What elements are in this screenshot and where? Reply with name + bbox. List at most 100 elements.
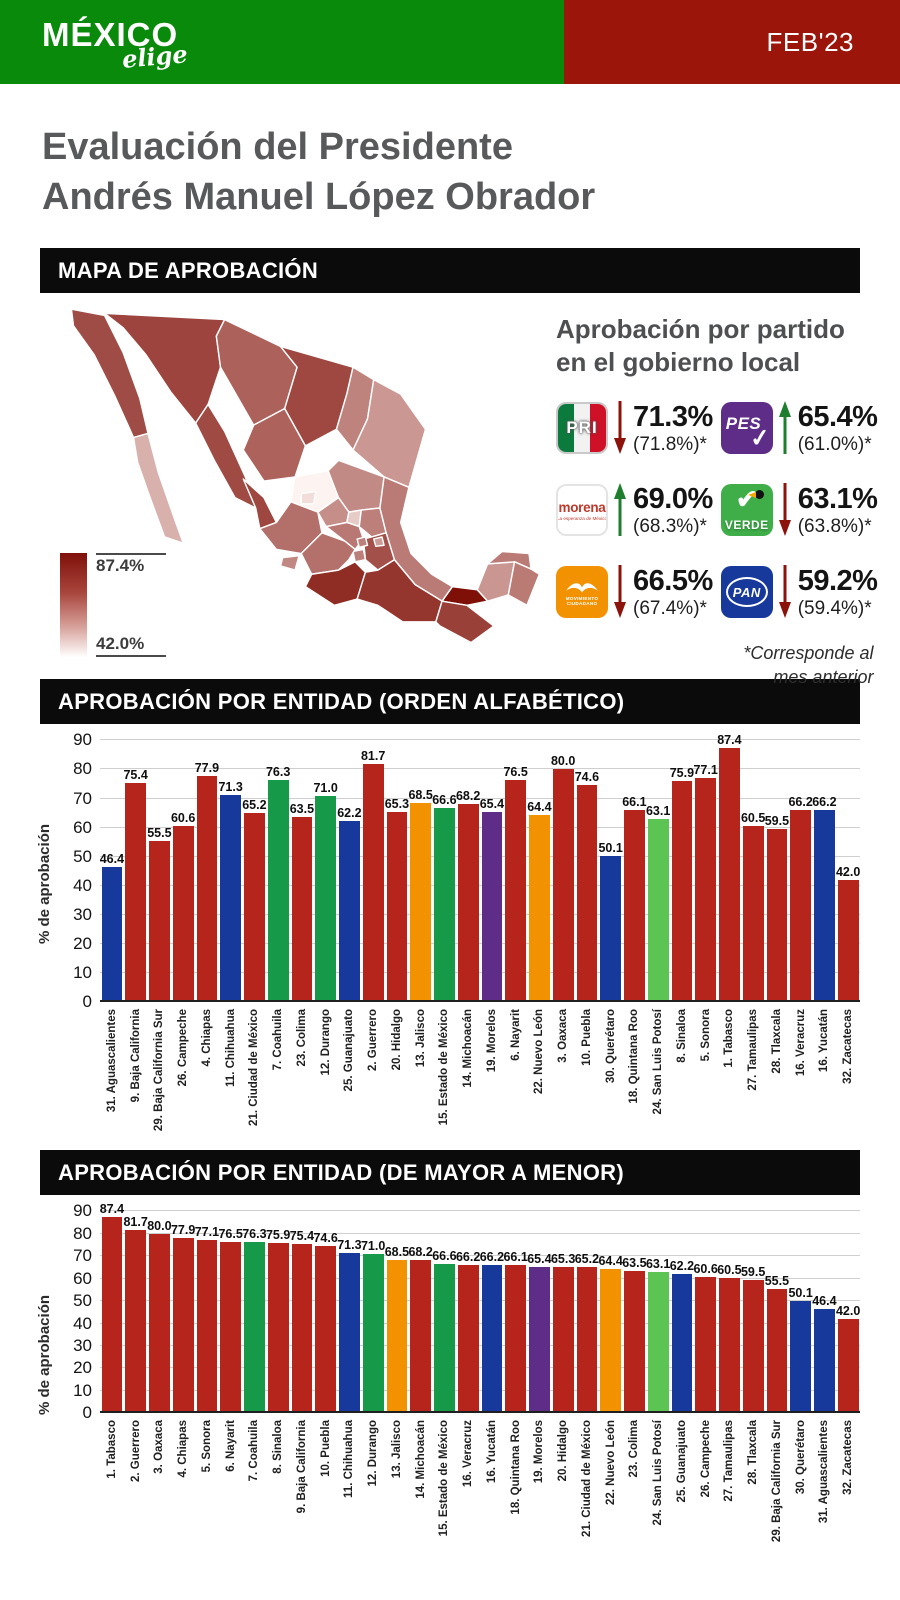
x-label-slot: 30. Querétaro bbox=[599, 1002, 623, 1130]
bar-category-label: 5. Sonora bbox=[699, 1009, 712, 1062]
gridline bbox=[100, 1300, 860, 1302]
bar-slot: 65.3 bbox=[384, 797, 410, 1003]
bar bbox=[267, 780, 289, 1003]
bar bbox=[719, 1277, 740, 1414]
bar bbox=[766, 829, 788, 1003]
party-stat-morena: morena La esperanza de México 69.0% (68.… bbox=[556, 480, 713, 540]
bar-slot: 55.5 bbox=[147, 826, 172, 1003]
page-title-line1: Evaluación del Presidente bbox=[42, 126, 513, 168]
bar bbox=[315, 1245, 336, 1414]
bar bbox=[220, 794, 241, 1003]
party-approval-grid: PRI 71.3% (71.8%)* PES ✓ 65.4% (61.0%)* bbox=[556, 398, 878, 622]
bar-category-label: 21. Ciudad de México bbox=[248, 1009, 261, 1127]
bar-value-label: 65.3 bbox=[384, 797, 410, 812]
bar-value-label: 77.1 bbox=[693, 762, 718, 777]
bar-value-label: 50.1 bbox=[598, 841, 623, 856]
bar bbox=[814, 1309, 835, 1414]
y-tick-label: 70 bbox=[73, 788, 92, 808]
bar-value-label: 68.5 bbox=[408, 787, 433, 802]
bar-slot: 66.2 bbox=[456, 1250, 480, 1414]
bar-slot: 65.2 bbox=[575, 1252, 599, 1414]
trend-down-arrow-icon bbox=[778, 480, 793, 540]
bar bbox=[576, 785, 598, 1003]
bar-value-label: 76.3 bbox=[265, 765, 291, 780]
bars-container: 87.4 81.7 80.0 77.9 77.1 76.5 76.3 75.9 75.4 74.6… bbox=[100, 1202, 860, 1414]
x-label-slot: 16. Yucatán bbox=[480, 1413, 504, 1593]
x-label-slot: 27. Tamaulipas bbox=[718, 1413, 742, 1593]
gridline bbox=[100, 1389, 860, 1391]
pan-logo: PAN bbox=[720, 566, 773, 619]
bar-category-label: 15. Estado de México bbox=[438, 1420, 451, 1537]
bar bbox=[624, 1270, 645, 1414]
bar-value-label: 66.2 bbox=[479, 1249, 505, 1264]
state-chiapas bbox=[435, 600, 495, 644]
bar-category-label: 9. Baja California bbox=[129, 1009, 142, 1103]
bar-slot: 63.1 bbox=[646, 1257, 670, 1414]
bar-category-label: 19. Morelos bbox=[485, 1009, 498, 1073]
y-tick-label: 70 bbox=[73, 1246, 92, 1266]
y-tick-label: 40 bbox=[73, 1313, 92, 1333]
brand-logo-mexico: MÉXICO bbox=[42, 16, 179, 53]
bar-category-label: 14. Michoacán bbox=[462, 1009, 475, 1088]
y-tick-label: 30 bbox=[73, 904, 92, 924]
trend-down-arrow-icon bbox=[613, 562, 628, 622]
y-tick-label: 90 bbox=[73, 1201, 92, 1221]
check-icon: ✓ bbox=[748, 424, 772, 454]
bar-category-label: 16. Veracruz bbox=[462, 1420, 475, 1488]
bar-value-label: 65.3 bbox=[550, 1251, 576, 1266]
x-label-slot: 27. Tamaulipas bbox=[741, 1002, 765, 1130]
x-label-slot: 29. Baja California Sur bbox=[148, 1002, 172, 1131]
party-approval-value: 63.1% bbox=[797, 483, 878, 516]
y-tick-label: 50 bbox=[73, 846, 92, 866]
bar-value-label: 68.2 bbox=[455, 788, 481, 803]
party-approval-value: 59.2% bbox=[797, 565, 878, 598]
bar-category-label: 29. Baja California Sur bbox=[770, 1420, 783, 1543]
x-label-slot: 10. Puebla bbox=[575, 1002, 599, 1130]
x-label-slot: 16. Veracruz bbox=[456, 1413, 480, 1593]
bar bbox=[505, 779, 526, 1003]
x-label-slot: 30. Querétaro bbox=[789, 1413, 813, 1593]
bar-value-label: 60.6 bbox=[693, 1262, 718, 1277]
bar bbox=[220, 1241, 241, 1414]
bar bbox=[291, 817, 313, 1003]
bar-category-label: 31. Aguascalientes bbox=[105, 1009, 118, 1113]
plot-area: 46.4 75.4 55.5 60.6 77.9 71.3 65.2 76.3 63.5 71.0… bbox=[73, 730, 860, 1011]
bar-value-label: 71.0 bbox=[360, 1238, 386, 1253]
bar-value-label: 59.5 bbox=[740, 1264, 766, 1279]
x-label-slot: 21. Ciudad de México bbox=[243, 1002, 267, 1130]
bar-slot: 80.0 bbox=[551, 754, 575, 1003]
bar-slot: 60.5 bbox=[717, 1263, 742, 1414]
bar-category-label: 7. Coahuila bbox=[272, 1009, 285, 1071]
bar bbox=[552, 769, 574, 1003]
legend-min-label: 42.0% bbox=[96, 634, 166, 658]
morena-logo: morena La esperanza de México bbox=[556, 484, 608, 537]
bar-category-label: 27. Tamaulipas bbox=[723, 1420, 736, 1502]
bar-value-label: 62.2 bbox=[669, 1258, 695, 1273]
bar-value-label: 74.6 bbox=[313, 1230, 338, 1245]
bar-category-label: 3. Oaxaca bbox=[153, 1420, 166, 1475]
bar bbox=[695, 777, 716, 1003]
bar-slot: 75.4 bbox=[290, 1229, 314, 1414]
trend-up-arrow-icon bbox=[778, 398, 793, 458]
bar-slot: 65.4 bbox=[480, 797, 504, 1003]
bar-value-label: 74.6 bbox=[574, 770, 600, 785]
bar-slot: 62.2 bbox=[337, 806, 362, 1003]
x-label-slot: 7. Coahuila bbox=[243, 1413, 267, 1593]
x-label-slot: 23. Colima bbox=[623, 1413, 647, 1593]
page-title: Evaluación del Presidente Andrés Manuel … bbox=[42, 122, 858, 222]
bar-slot: 59.5 bbox=[741, 1265, 765, 1414]
bar bbox=[196, 775, 218, 1003]
bar bbox=[790, 1300, 811, 1414]
bar-value-label: 55.5 bbox=[764, 1273, 790, 1288]
bar-category-label: 16. Veracruz bbox=[794, 1009, 807, 1077]
bar-category-label: 6. Nayarit bbox=[509, 1009, 522, 1062]
bar-category-label: 13. Jalisco bbox=[414, 1009, 427, 1068]
bar-category-label: 1. Tabasco bbox=[723, 1009, 736, 1068]
bar-category-label: 18. Quintana Roo bbox=[509, 1420, 522, 1515]
bar-category-label: 11. Chihuahua bbox=[224, 1009, 237, 1088]
gridline bbox=[100, 1210, 860, 1212]
bar-slot: 81.7 bbox=[361, 749, 385, 1003]
x-label-slot: 19. Morelos bbox=[480, 1002, 504, 1130]
bar-category-label: 27. Tamaulipas bbox=[747, 1009, 760, 1091]
x-label-slot: 23. Colima bbox=[290, 1002, 314, 1130]
